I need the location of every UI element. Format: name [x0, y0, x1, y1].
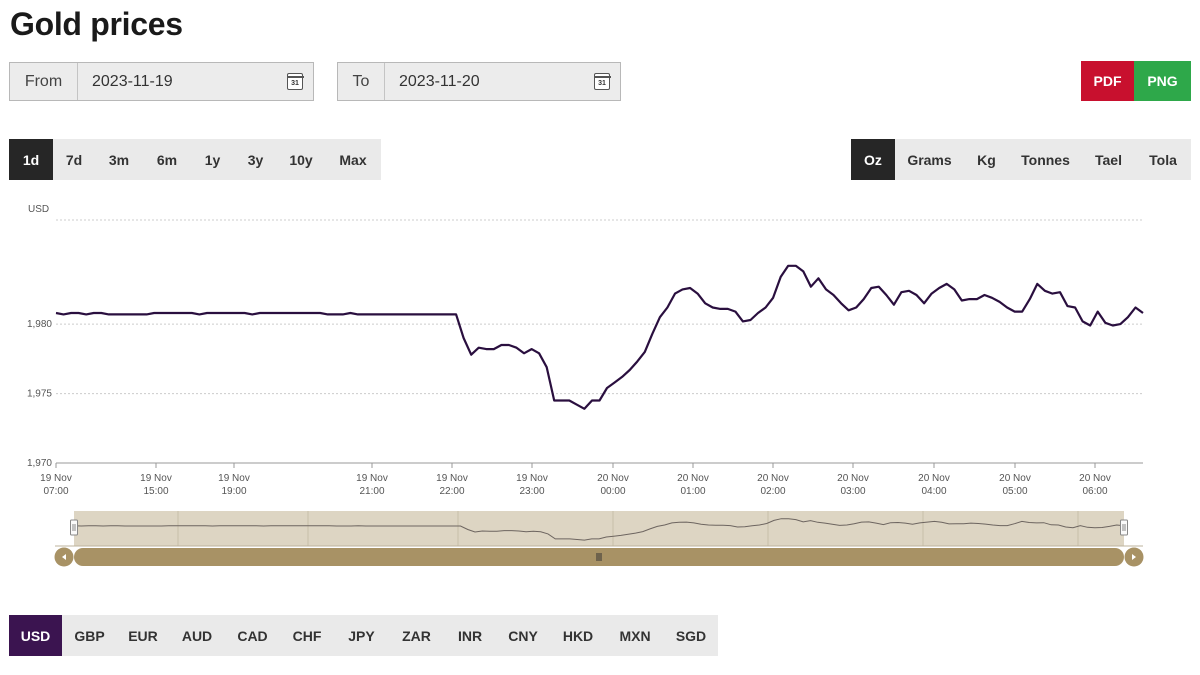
gold-price-line — [55, 264, 1144, 410]
from-date-input[interactable]: 2023-11-19 31 — [78, 63, 313, 100]
y-tick-label: 1,975 — [27, 389, 52, 400]
currency-sgd-button[interactable]: SGD — [675, 627, 707, 644]
from-date-value: 2023-11-19 — [92, 72, 173, 90]
chevron-left-icon — [62, 554, 66, 560]
currency-aud-button[interactable]: AUD — [181, 627, 213, 644]
period-1d-button[interactable]: 1d — [9, 139, 53, 180]
y-tick-label: 1,980 — [27, 319, 52, 330]
x-tick-label: 20 Nov — [597, 473, 629, 484]
calendar-icon[interactable]: 31 — [286, 73, 304, 90]
x-tick-label: 19 Nov — [140, 473, 172, 484]
period-1y-button[interactable]: 1y — [204, 151, 221, 168]
navigator-series-line — [73, 518, 1125, 541]
x-tick-label: 19:00 — [221, 486, 246, 497]
x-tick-label: 15:00 — [143, 486, 168, 497]
x-tick-label: 19 Nov — [218, 473, 250, 484]
x-tick-label: 20 Nov — [918, 473, 950, 484]
y-axis-label: USD — [28, 204, 49, 215]
unit-oz-button[interactable]: Oz — [851, 139, 895, 180]
currency-inr-button[interactable]: INR — [457, 627, 483, 644]
unit-tael-button[interactable]: Tael — [1095, 151, 1122, 168]
period-max-button[interactable]: Max — [339, 151, 367, 168]
chevron-right-icon — [1132, 554, 1136, 560]
x-tick-label: 19 Nov — [436, 473, 468, 484]
x-tick-label: 06:00 — [1082, 486, 1107, 497]
x-tick-label: 20 Nov — [677, 473, 709, 484]
pdf-export-button[interactable]: PDF — [1081, 61, 1134, 101]
currency-selector: USD GBP EUR AUD CAD CHF JPY ZAR INR CNY … — [9, 615, 718, 656]
x-tick-label: 20 Nov — [837, 473, 869, 484]
from-label: From — [10, 63, 78, 100]
period-10y-button[interactable]: 10y — [289, 151, 313, 168]
to-label: To — [338, 63, 385, 100]
x-tick-label: 19 Nov — [516, 473, 548, 484]
currency-chf-button[interactable]: CHF — [292, 627, 322, 644]
currency-jpy-button[interactable]: JPY — [348, 627, 375, 644]
x-tick-label: 21:00 — [359, 486, 384, 497]
currency-hkd-button[interactable]: HKD — [562, 627, 594, 644]
unit-tonnes-button[interactable]: Tonnes — [1021, 151, 1070, 168]
currency-gbp-button[interactable]: GBP — [74, 627, 105, 644]
x-tick-label: 03:00 — [840, 486, 865, 497]
x-tick-label: 20 Nov — [757, 473, 789, 484]
x-tick-label: 00:00 — [600, 486, 625, 497]
to-date-input[interactable]: 2023-11-20 31 — [385, 63, 620, 100]
navigator-left-handle[interactable] — [70, 519, 78, 536]
period-3y-button[interactable]: 3y — [247, 151, 264, 168]
period-3m-button[interactable]: 3m — [108, 151, 130, 168]
x-tick-label: 05:00 — [1002, 486, 1027, 497]
navigator-area — [74, 511, 1124, 546]
unit-selector: Oz Grams Kg Tonnes Tael Tola — [851, 139, 1191, 180]
page-title: Gold prices — [10, 6, 183, 42]
currency-eur-button[interactable]: EUR — [128, 627, 158, 644]
x-tick-label: 22:00 — [439, 486, 464, 497]
x-tick-label: 20 Nov — [999, 473, 1031, 484]
png-export-button[interactable]: PNG — [1134, 61, 1191, 101]
unit-grams-button[interactable]: Grams — [907, 151, 952, 168]
period-6m-button[interactable]: 6m — [156, 151, 178, 168]
x-tick-label: 19 Nov — [356, 473, 388, 484]
currency-cad-button[interactable]: CAD — [237, 627, 268, 644]
y-tick-label: 1,970 — [27, 458, 52, 469]
x-tick-label: 23:00 — [519, 486, 544, 497]
to-date-group: To 2023-11-20 31 — [337, 62, 621, 101]
x-tick-label: 07:00 — [43, 486, 68, 497]
to-date-value: 2023-11-20 — [399, 72, 480, 90]
period-selector: 1d 7d 3m 6m 1y 3y 10y Max — [9, 139, 381, 180]
from-date-group: From 2023-11-19 31 — [9, 62, 314, 101]
x-tick-label: 04:00 — [921, 486, 946, 497]
x-tick-label: 02:00 — [760, 486, 785, 497]
x-tick-label: 01:00 — [680, 486, 705, 497]
calendar-icon[interactable]: 31 — [593, 73, 611, 90]
currency-mxn-button[interactable]: MXN — [619, 627, 651, 644]
x-tick-label: 19 Nov — [40, 473, 72, 484]
unit-kg-button[interactable]: Kg — [977, 151, 996, 168]
currency-zar-button[interactable]: ZAR — [402, 627, 431, 644]
unit-tola-button[interactable]: Tola — [1149, 151, 1177, 168]
currency-usd-button[interactable]: USD — [9, 615, 62, 656]
x-tick-label: 20 Nov — [1079, 473, 1111, 484]
currency-cny-button[interactable]: CNY — [508, 627, 538, 644]
navigator-right-handle[interactable] — [1120, 519, 1128, 536]
period-7d-button[interactable]: 7d — [65, 151, 83, 168]
